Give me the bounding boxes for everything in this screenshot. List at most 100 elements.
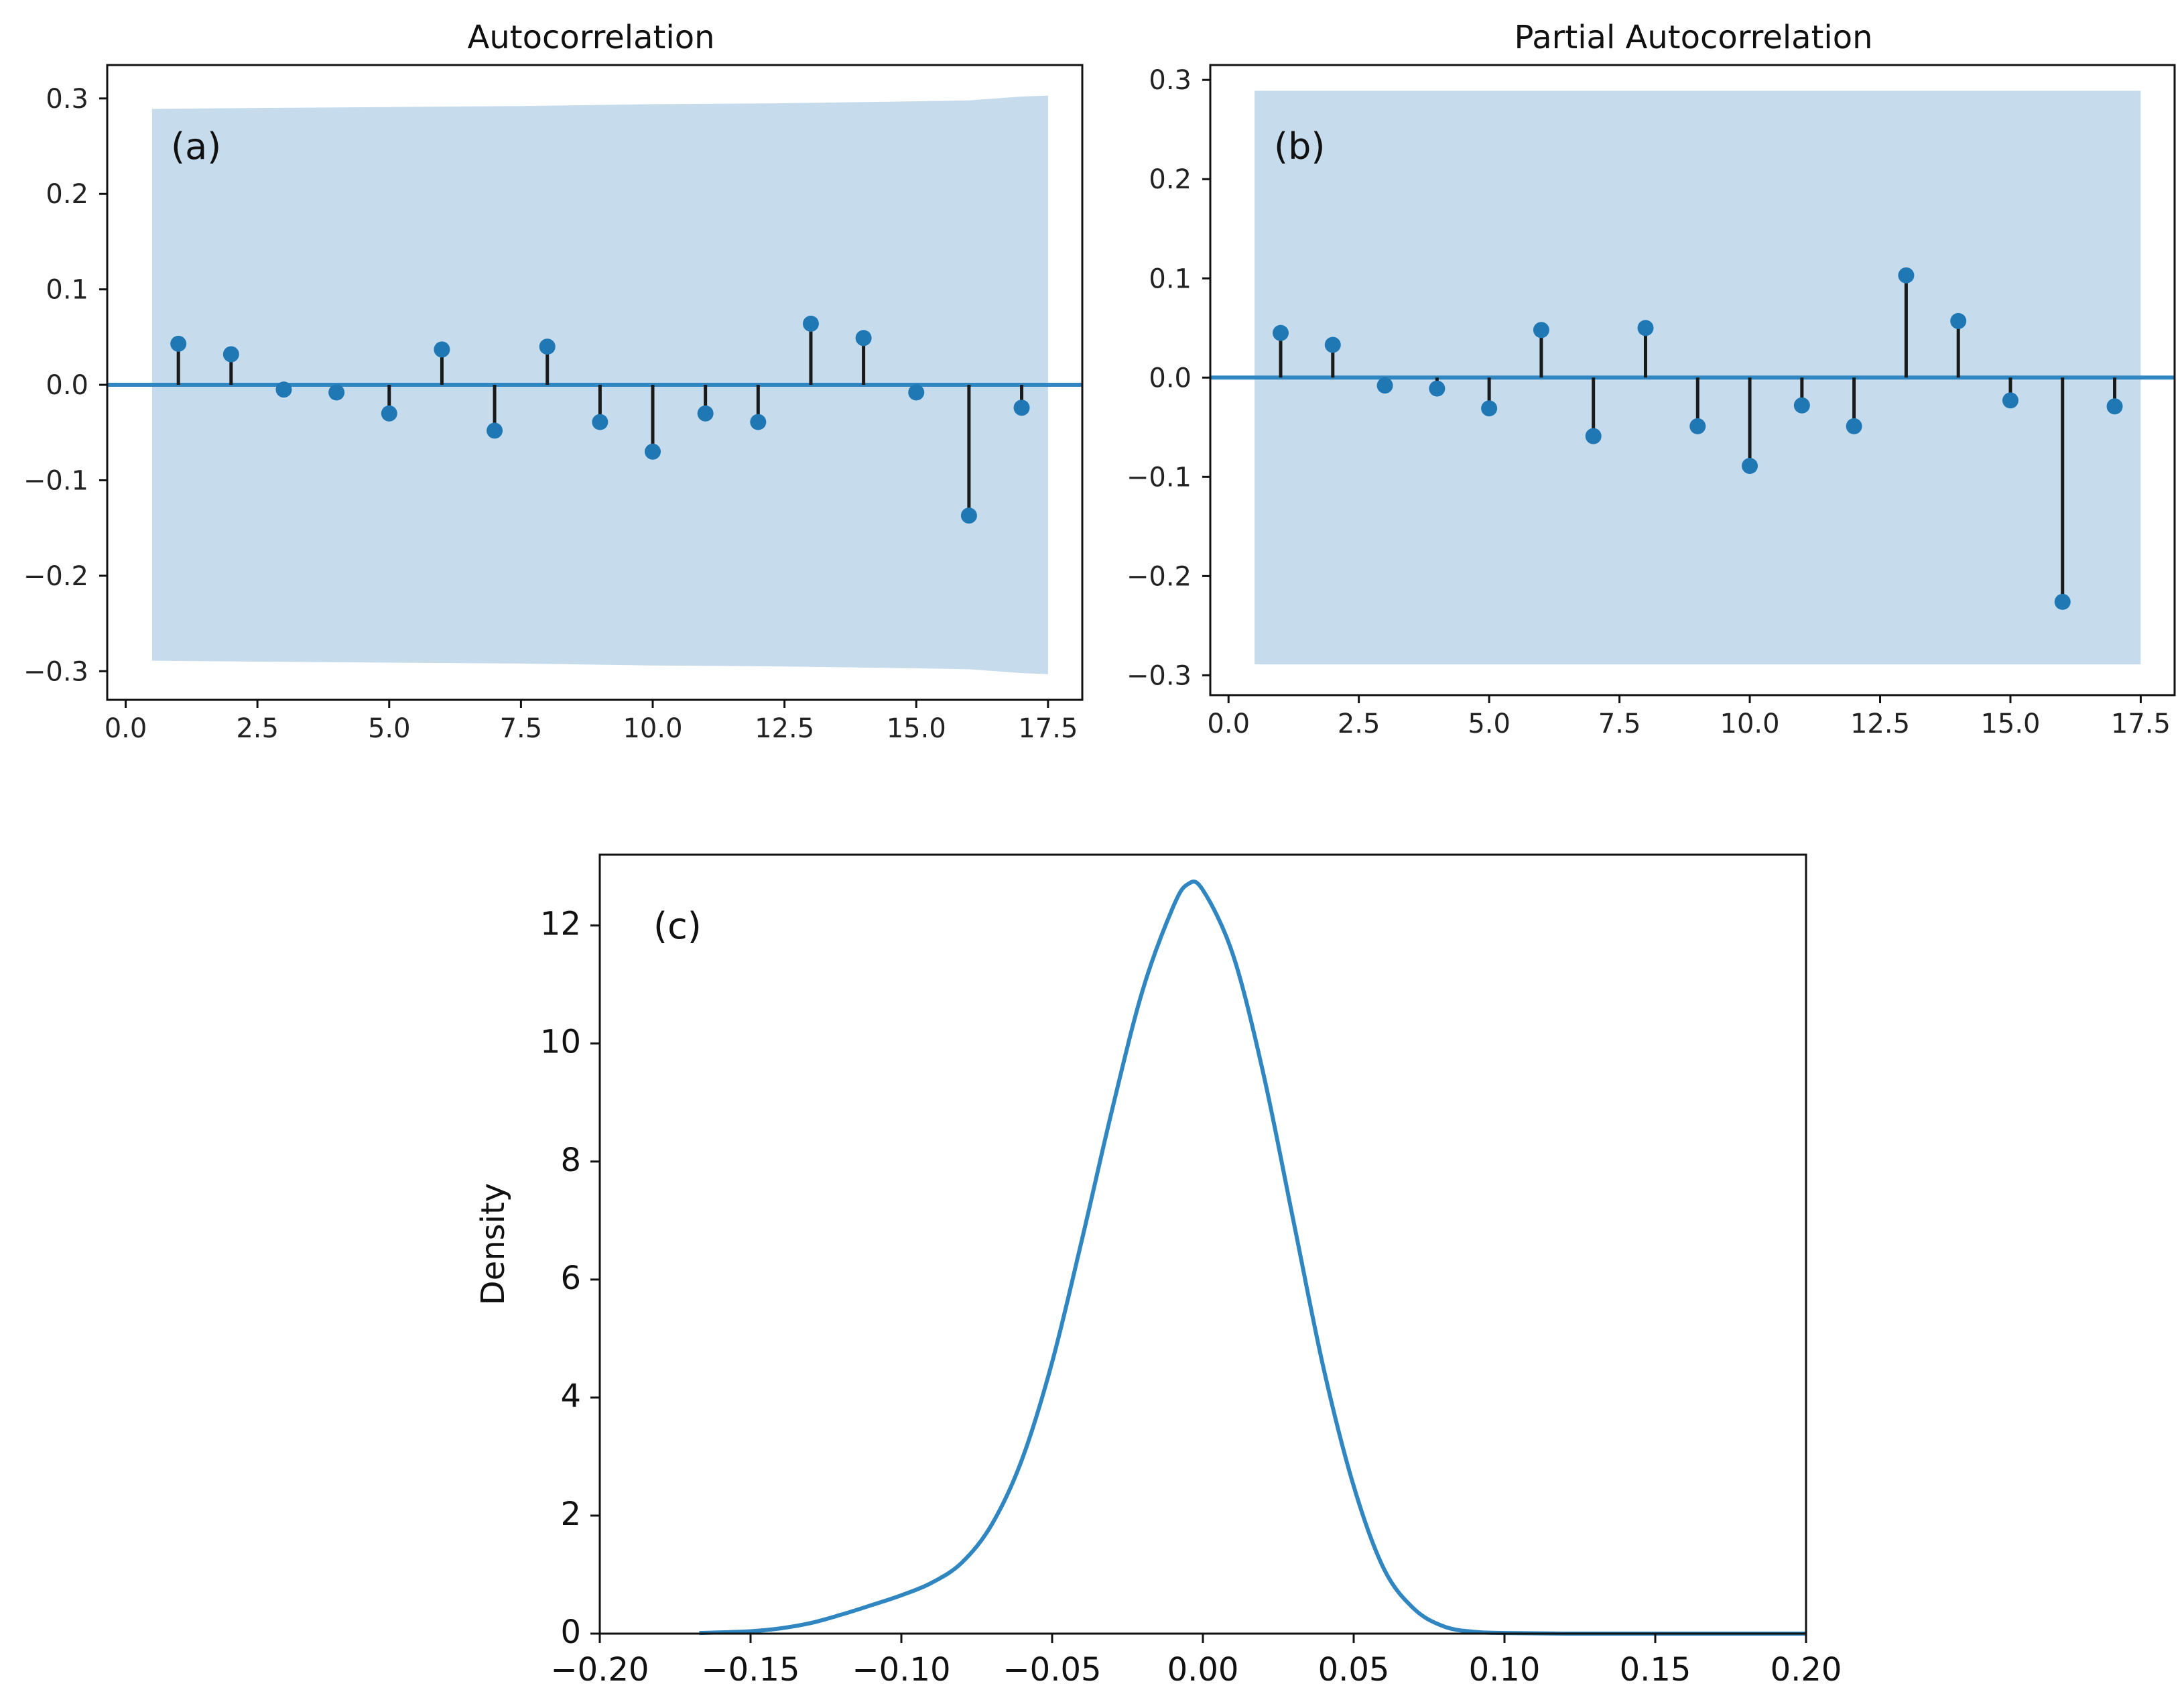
y-tick-label: −0.1: [23, 465, 88, 496]
stem-marker: [1273, 324, 1289, 341]
x-tick-label: 0.15: [1620, 1651, 1691, 1689]
stem-marker: [170, 335, 187, 352]
x-tick-label: 0.20: [1771, 1651, 1842, 1689]
y-tick-label: −0.1: [1127, 462, 1192, 493]
stem-marker: [1742, 458, 1758, 475]
y-tick-label: 0.3: [46, 84, 88, 115]
stem-marker: [328, 384, 345, 401]
x-tick-label: 7.5: [1598, 709, 1641, 739]
x-tick-label: 0.0: [1207, 709, 1250, 739]
x-tick-label: 0.10: [1469, 1651, 1541, 1689]
y-tick-label: 12: [540, 906, 581, 943]
x-tick-label: 2.5: [236, 713, 279, 744]
x-tick-label: −0.05: [1003, 1651, 1101, 1689]
stem-marker: [855, 330, 872, 347]
stem-marker: [1324, 337, 1341, 353]
x-tick-label: 5.0: [1468, 709, 1511, 739]
acf-y-ticks: 0.3 0.2 0.1 0.0 −0.1 −0.2 −0.3: [23, 84, 107, 687]
y-tick-label: 0.1: [46, 275, 88, 306]
y-tick-label: 8: [560, 1142, 581, 1179]
y-tick-label: −0.3: [1127, 660, 1192, 691]
x-tick-label: −0.15: [701, 1651, 799, 1689]
y-tick-label: 0.2: [46, 179, 88, 210]
acf-axes-frame: [106, 64, 1084, 701]
stem-marker: [908, 384, 925, 401]
x-tick-label: 7.5: [500, 713, 543, 744]
x-tick-label: 10.0: [623, 713, 682, 744]
stem-marker: [434, 341, 450, 358]
pacf-title: Partial Autocorrelation: [1514, 19, 1872, 56]
stem-marker: [2002, 392, 2018, 409]
density-panel: 0 2 4 6 8 10 12 −0.20 −0.15 −0.10 −0.05 0.00 0.05 0.…: [474, 853, 1842, 1689]
x-tick-label: 5.0: [368, 713, 411, 744]
stem-marker: [1533, 322, 1549, 339]
y-tick-label: 6: [560, 1260, 581, 1297]
density-x-ticks: −0.20 −0.15 −0.10 −0.05 0.00 0.05 0.10 0.15 0.20: [550, 1634, 1842, 1689]
pacf-x-ticks: 0.0 2.5 5.0 7.5 10.0 12.5 15.0 17.5: [1207, 695, 2171, 739]
stem-marker: [645, 443, 661, 460]
stem-marker: [1376, 377, 1393, 394]
density-panel-label: (c): [653, 905, 702, 947]
x-tick-label: −0.10: [852, 1651, 950, 1689]
stem-marker: [1689, 418, 1706, 434]
x-tick-label: 0.0: [105, 713, 147, 744]
density-y-label: Density: [474, 1183, 512, 1305]
y-tick-label: 0.1: [1149, 263, 1192, 294]
y-tick-label: −0.3: [23, 656, 88, 687]
stem-marker: [222, 346, 239, 363]
x-tick-label: 0.05: [1318, 1651, 1390, 1689]
stem-marker: [2106, 398, 2123, 415]
x-tick-label: 0.00: [1167, 1651, 1239, 1689]
stem-marker: [1637, 320, 1654, 337]
stem-marker: [275, 381, 292, 398]
x-tick-label: −0.20: [550, 1651, 649, 1689]
stem-marker: [960, 507, 977, 524]
x-tick-label: 17.5: [1018, 713, 1078, 744]
stem-marker: [1846, 418, 1862, 434]
x-tick-label: 2.5: [1338, 709, 1380, 739]
stem-marker: [1585, 428, 1602, 444]
stem-marker: [1793, 397, 1810, 414]
y-tick-label: −0.2: [23, 561, 88, 592]
stem-marker: [1898, 267, 1915, 284]
y-tick-label: 0: [560, 1614, 581, 1651]
pacf-panel: Partial Autocorrelation 0.3 0.2 0.1 0.0 −0.1…: [1127, 19, 2176, 739]
pacf-stems: [1273, 267, 2123, 610]
stem-marker: [802, 315, 819, 332]
y-tick-label: 0.0: [46, 370, 88, 401]
stem-marker: [487, 422, 503, 439]
stem-marker: [1481, 400, 1498, 417]
x-tick-label: 12.5: [1850, 709, 1910, 739]
x-tick-label: 10.0: [1720, 709, 1780, 739]
y-tick-label: 10: [540, 1024, 581, 1061]
stem-marker: [381, 405, 397, 422]
y-tick-label: 2: [560, 1496, 581, 1533]
x-tick-label: 12.5: [755, 713, 814, 744]
pacf-axes-frame: [1209, 64, 2176, 696]
x-tick-label: 15.0: [1980, 709, 2040, 739]
stem-marker: [750, 414, 767, 430]
acf-panel-label: (a): [171, 125, 221, 168]
stem-marker: [539, 339, 556, 355]
y-tick-label: 0.3: [1149, 65, 1192, 96]
x-tick-label: 17.5: [2111, 709, 2171, 739]
acf-stems: [170, 315, 1030, 524]
y-tick-label: 0.0: [1149, 363, 1192, 393]
density-curve: [699, 879, 1806, 1636]
y-tick-label: 4: [560, 1378, 581, 1415]
pacf-y-ticks: 0.3 0.2 0.1 0.0 −0.1 −0.2 −0.3: [1127, 65, 1210, 691]
y-tick-label: −0.2: [1127, 561, 1192, 592]
stem-marker: [1013, 400, 1030, 416]
pacf-panel-label: (b): [1274, 125, 1325, 168]
stem-marker: [697, 405, 714, 422]
acf-x-ticks: 0.0 2.5 5.0 7.5 10.0 12.5 15.0 17.5: [105, 700, 1078, 744]
acf-panel: Autocorrelation 0.3 0.2 0.1 0.0 −0.1 −0.2 −0.3…: [23, 19, 1084, 744]
stem-marker: [592, 414, 608, 430]
acf-title: Autocorrelation: [468, 19, 715, 56]
stem-marker: [1950, 312, 1967, 329]
density-y-ticks: 0 2 4 6 8 10 12: [540, 906, 600, 1651]
stem-marker: [1429, 380, 1446, 397]
stem-marker: [2054, 593, 2071, 610]
y-tick-label: 0.2: [1149, 164, 1192, 195]
